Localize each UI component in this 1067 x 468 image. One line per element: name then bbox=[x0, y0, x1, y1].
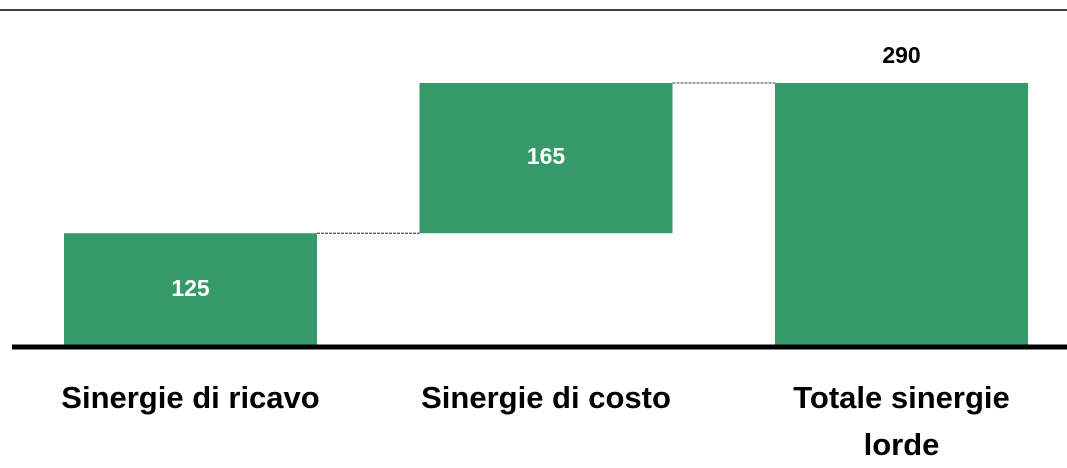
bar bbox=[419, 83, 673, 234]
value-label: 290 bbox=[882, 42, 920, 68]
category-label: Totale sinergie lorde bbox=[793, 380, 1010, 462]
category-label: Sinergie di ricavo bbox=[61, 380, 320, 415]
bar bbox=[64, 233, 317, 347]
value-label: 125 bbox=[171, 275, 210, 301]
bar bbox=[775, 83, 1028, 347]
category-label: Sinergie di costo bbox=[421, 380, 671, 415]
value-label: 165 bbox=[527, 143, 566, 169]
